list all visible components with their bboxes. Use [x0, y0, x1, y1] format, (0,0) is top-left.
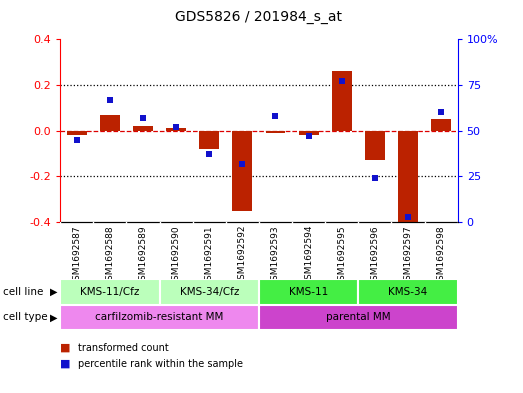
- Text: carfilzomib-resistant MM: carfilzomib-resistant MM: [95, 312, 224, 322]
- Text: ▶: ▶: [50, 287, 58, 297]
- Bar: [332, 71, 351, 130]
- Text: percentile rank within the sample: percentile rank within the sample: [78, 358, 243, 369]
- Bar: [133, 126, 153, 130]
- Bar: [166, 129, 186, 130]
- Text: GSM1692595: GSM1692595: [337, 225, 346, 286]
- Bar: [358, 279, 458, 305]
- Text: GSM1692588: GSM1692588: [105, 225, 115, 286]
- Text: GSM1692598: GSM1692598: [437, 225, 446, 286]
- Text: GSM1692587: GSM1692587: [72, 225, 81, 286]
- Text: GSM1692593: GSM1692593: [271, 225, 280, 286]
- Bar: [60, 279, 160, 305]
- Text: KMS-34/Cfz: KMS-34/Cfz: [179, 287, 239, 297]
- Bar: [398, 130, 418, 222]
- Bar: [266, 130, 286, 133]
- Bar: [67, 130, 87, 135]
- Text: GSM1692591: GSM1692591: [204, 225, 214, 286]
- Bar: [60, 305, 259, 330]
- Bar: [299, 130, 319, 135]
- Text: KMS-34: KMS-34: [388, 287, 428, 297]
- Text: ▶: ▶: [50, 312, 58, 322]
- Bar: [365, 130, 385, 160]
- Bar: [431, 119, 451, 130]
- Bar: [160, 279, 259, 305]
- Text: cell line: cell line: [3, 287, 43, 297]
- Bar: [232, 130, 252, 211]
- Text: GSM1692590: GSM1692590: [172, 225, 180, 286]
- Bar: [259, 279, 358, 305]
- Text: GSM1692597: GSM1692597: [403, 225, 413, 286]
- Text: ■: ■: [60, 358, 71, 369]
- Text: cell type: cell type: [3, 312, 47, 322]
- Text: GSM1692592: GSM1692592: [238, 225, 247, 285]
- Text: transformed count: transformed count: [78, 343, 169, 353]
- Text: KMS-11: KMS-11: [289, 287, 328, 297]
- Text: KMS-11/Cfz: KMS-11/Cfz: [80, 287, 140, 297]
- Text: GSM1692594: GSM1692594: [304, 225, 313, 285]
- Text: GDS5826 / 201984_s_at: GDS5826 / 201984_s_at: [175, 10, 343, 24]
- Text: GSM1692589: GSM1692589: [139, 225, 147, 286]
- Bar: [259, 305, 458, 330]
- Text: ■: ■: [60, 343, 71, 353]
- Bar: [199, 130, 219, 149]
- Text: parental MM: parental MM: [326, 312, 391, 322]
- Bar: [100, 115, 120, 130]
- Text: GSM1692596: GSM1692596: [370, 225, 379, 286]
